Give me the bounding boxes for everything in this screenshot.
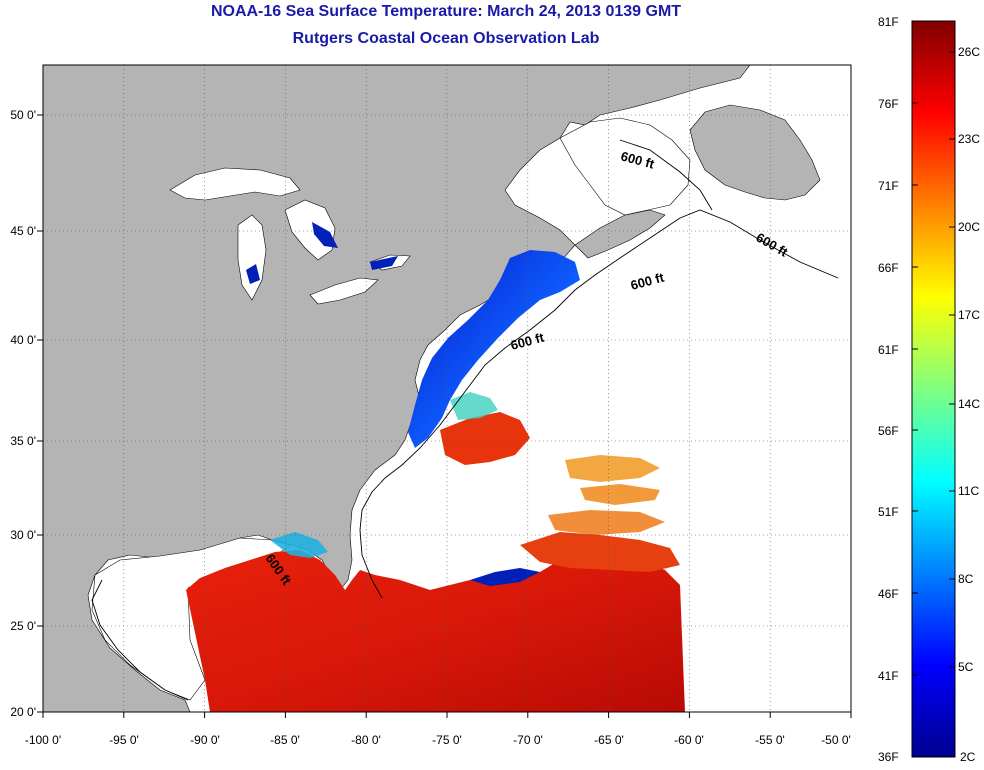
- lat-tick-label: 45 0': [10, 224, 36, 238]
- lake-huron: [284, 199, 336, 261]
- sst-warm-southeast: [520, 532, 680, 572]
- lon-tick-label: -95 0': [109, 733, 139, 747]
- sst-warm-band-2: [580, 484, 660, 505]
- lat-tick-label: 40 0': [10, 333, 36, 347]
- colorbar-c-label: 11C: [958, 484, 980, 498]
- colorbar-c-label: 20C: [958, 220, 981, 234]
- sst-cold-eddy-south: [470, 568, 540, 586]
- lat-tick-label: 30 0': [10, 528, 36, 542]
- colorbar: [911, 20, 956, 758]
- sst-cyan-slope: [450, 392, 498, 420]
- map-title: NOAA-16 Sea Surface Temperature: March 2…: [210, 3, 682, 20]
- colorbar-f-label: 61F: [878, 343, 899, 357]
- lon-tick-label: -100 0': [24, 733, 62, 747]
- lon-tick-label: -55 0': [755, 733, 785, 747]
- sst-warm-band-3: [548, 510, 665, 535]
- lon-tick-label: -50 0': [821, 733, 851, 747]
- colorbar-ticks: [912, 51, 955, 676]
- sst-cold-shelf: [408, 250, 580, 448]
- land-north-america: [43, 65, 751, 712]
- colorbar-f-label: 56F: [878, 424, 899, 438]
- sst-warm-band-1: [565, 455, 660, 482]
- colorbar-f-label: 46F: [878, 587, 899, 601]
- lake-sst-huron: [312, 222, 338, 248]
- lat-tick-label: 25 0': [10, 619, 36, 633]
- lon-tick-label: -85 0': [270, 733, 300, 747]
- colorbar-f-label: 41F: [878, 669, 899, 683]
- lake-superior: [169, 167, 301, 201]
- isobath-600ft: [359, 209, 839, 599]
- gulf-st-lawrence: [559, 117, 691, 216]
- land-newfoundland: [689, 104, 821, 201]
- isobath-600ft-gulf: [91, 579, 189, 701]
- land-nova-scotia: [574, 209, 666, 259]
- sst-warm-gulf-caribbean: [186, 550, 685, 712]
- axis-ticks: [37, 114, 852, 718]
- lake-sst-michigan: [246, 264, 260, 284]
- isobath-600ft-labrador: [619, 139, 713, 211]
- colorbar-f-label: 76F: [878, 97, 899, 111]
- sst-warm-gulf-stream: [440, 412, 530, 465]
- colorbar-c-label: 8C: [958, 572, 974, 586]
- colorbar-f-label: 36F: [878, 750, 899, 764]
- map-subtitle: Rutgers Coastal Ocean Observation Lab: [292, 30, 600, 47]
- lat-tick-label: 20 0': [10, 705, 36, 719]
- colorbar-f-label: 51F: [878, 505, 899, 519]
- lake-erie: [309, 277, 379, 305]
- lat-tick-label: 35 0': [10, 434, 36, 448]
- lon-tick-label: -65 0': [594, 733, 624, 747]
- lake-sst-erie: [370, 256, 398, 270]
- colorbar-c-label: 2C: [960, 750, 976, 764]
- lat-tick-label: 50 0': [10, 108, 36, 122]
- colorbar-c-label: 5C: [958, 660, 974, 674]
- colorbar-c-label: 23C: [958, 132, 981, 146]
- colorbar-f-label: 81F: [878, 15, 899, 29]
- lon-tick-label: -60 0': [674, 733, 704, 747]
- lon-tick-label: -70 0': [513, 733, 543, 747]
- colorbar-c-label: 14C: [958, 397, 981, 411]
- colorbar-c-label: 17C: [958, 308, 981, 322]
- lon-tick-label: -80 0': [351, 733, 381, 747]
- colorbar-c-label: 26C: [958, 45, 981, 59]
- colorbar-f-label: 71F: [878, 179, 899, 193]
- colorbar-f-label: 66F: [878, 261, 899, 275]
- sst-cool-gulf-coast: [270, 532, 328, 558]
- map-grid: [43, 65, 851, 712]
- lon-tick-label: -75 0': [432, 733, 462, 747]
- lon-tick-label: -90 0': [190, 733, 220, 747]
